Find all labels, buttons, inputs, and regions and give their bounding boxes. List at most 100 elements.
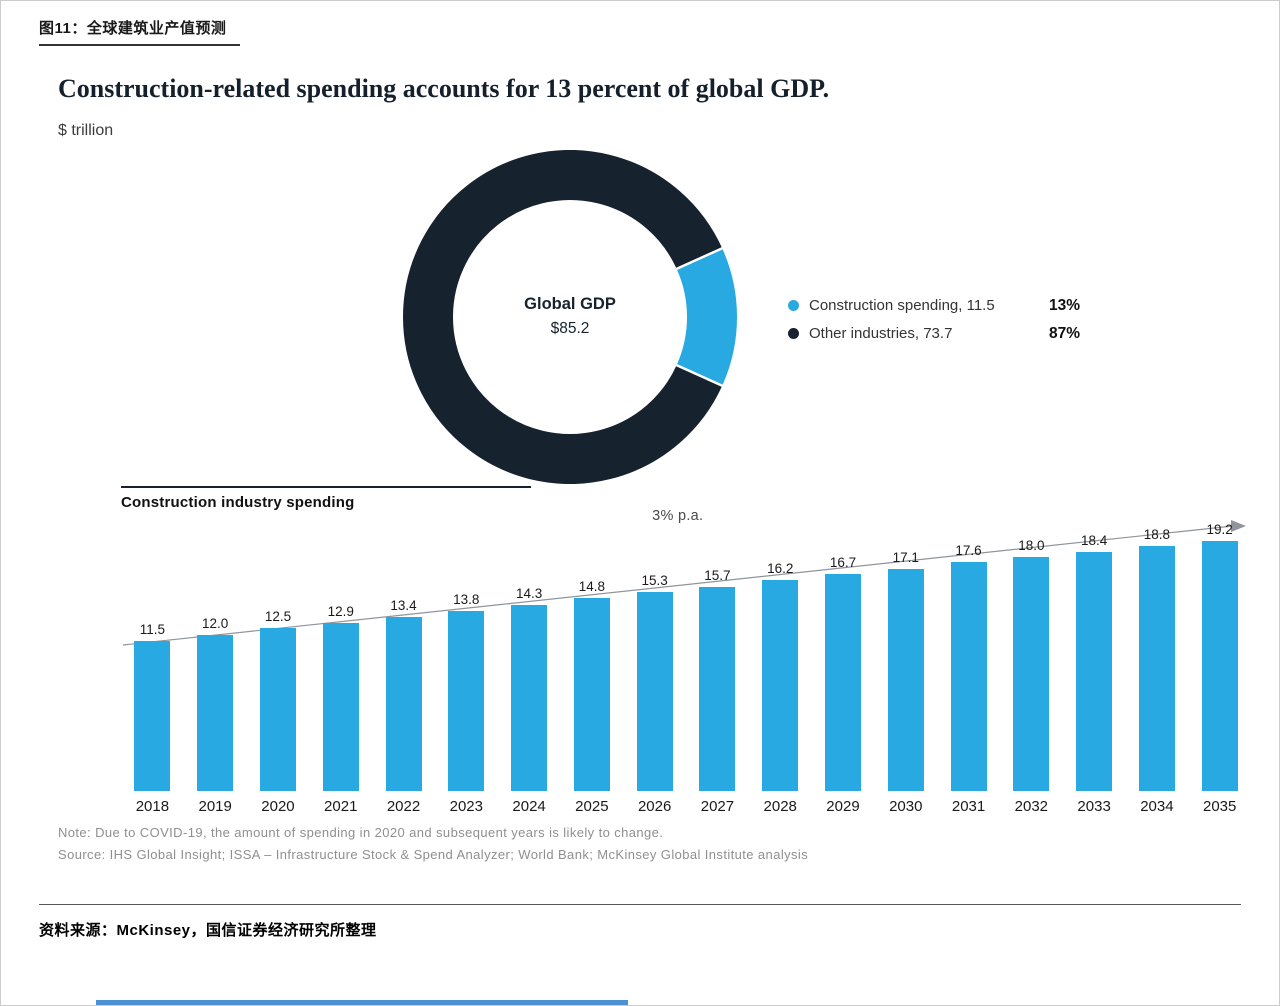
year-label: 2022: [386, 797, 421, 815]
legend-label: Other industries, 73.7: [809, 325, 953, 343]
donut-legend: Construction spending, 11.5 13% Other in…: [788, 297, 1080, 353]
bar: [197, 634, 234, 791]
year-label: 2024: [512, 797, 546, 815]
footer-source: 资料来源：McKinsey，国信证券经济研究所整理: [39, 921, 377, 939]
donut-chart: Global GDP $85.2: [403, 149, 737, 484]
bar-column: 12.0: [184, 616, 247, 791]
donut-segment-construction: [676, 248, 737, 386]
bar-value-label: 12.9: [327, 604, 354, 620]
bar-value-label: 13.8: [453, 592, 480, 608]
donut-area: Global GDP $85.2 Construction spending, …: [58, 149, 1249, 486]
year-label: 2033: [1077, 797, 1111, 815]
bar-column: 14.8: [560, 579, 623, 791]
trend-line: [122, 525, 1234, 646]
bar: [1138, 546, 1175, 791]
bar: [824, 573, 861, 791]
legend-item-construction: Construction spending, 11.5 13%: [788, 297, 1080, 315]
notes: Note: Due to COVID-19, the amount of spe…: [58, 825, 1249, 862]
bar-value-label: 18.4: [1080, 532, 1108, 548]
bar-value-label: 14.8: [578, 579, 605, 595]
donut-svg: [403, 149, 737, 484]
legend-dot-construction-icon: [788, 300, 799, 312]
bar-value-label: 15.7: [704, 567, 731, 583]
bar-column: 18.8: [1126, 527, 1189, 791]
year-label: 2034: [1140, 797, 1174, 815]
bar: [1201, 541, 1238, 791]
legend-percent: 13%: [1049, 296, 1081, 314]
year-label: 2026: [637, 797, 672, 815]
bar-column: 18.4: [1063, 533, 1126, 791]
year-label: 2032: [1014, 797, 1049, 815]
donut-segment-other: [403, 149, 723, 484]
bar-value-label: 11.5: [139, 622, 166, 638]
year-label: 2019: [198, 797, 232, 815]
bar-column: 18.0: [1000, 538, 1063, 791]
year-label: 2028: [763, 797, 797, 815]
bottom-accent-bar: [96, 1000, 628, 1005]
legend-label: Construction spending, 11.5: [809, 297, 995, 315]
bar: [134, 641, 171, 791]
bar-column: 19.2: [1188, 522, 1251, 791]
year-label: 2035: [1202, 797, 1237, 815]
year-label: 2027: [700, 797, 735, 815]
bar-value-label: 18.0: [1018, 537, 1045, 553]
bar-value-label: 13.4: [390, 597, 417, 613]
figure-label: 图11：全球建筑业产值预测: [39, 17, 241, 46]
bar: [511, 604, 548, 791]
bar-value-label: 15.3: [641, 572, 668, 588]
bar-value-label: 16.2: [767, 561, 794, 577]
year-label: 2020: [261, 797, 295, 815]
trend-line-svg: [122, 519, 1246, 646]
bar: [259, 628, 296, 791]
years-row: 2018 2019 2020 2021 2022 2023 2024 2025 2026 2027…: [121, 798, 1251, 815]
donut-separator: [675, 363, 724, 388]
year-label: 2025: [575, 797, 609, 815]
bar-value-label: 14.3: [515, 585, 543, 601]
figure-header: 图11：全球建筑业产值预测: [1, 1, 1279, 46]
bar-column: 11.5: [121, 622, 184, 791]
year-label: 2021: [324, 797, 358, 815]
bar: [1076, 551, 1113, 791]
chart-area: Construction-related spending accounts f…: [58, 46, 1249, 862]
legend-dot-other-icon: [788, 328, 799, 340]
bar-value-label: 17.1: [892, 549, 919, 565]
legend-percent: 87%: [1049, 324, 1081, 342]
bar-column: 13.8: [435, 592, 498, 791]
bar-value-label: 17.6: [955, 543, 982, 558]
year-label: 2023: [449, 797, 483, 815]
year-label: 2018: [135, 797, 170, 815]
bar-column: 13.4: [372, 598, 435, 791]
bars-row: 11.5 12.0 12.5 12.9 13.4 13.8 14.3 14.8 15.3 15.7…: [121, 519, 1251, 791]
bar-column: 15.7: [686, 568, 749, 791]
bar-value-label: 12.5: [264, 609, 292, 625]
note-text: Note: Due to COVID-19, the amount of spe…: [58, 824, 664, 840]
bar-value-label: 16.7: [829, 554, 857, 570]
bar-value-label: 19.2: [1206, 522, 1233, 538]
footer: 资料来源：McKinsey，国信证券经济研究所整理: [39, 903, 1241, 940]
chart-title: Construction-related spending accounts f…: [58, 74, 830, 103]
legend-item-other-industries: Other industries, 73.7 87%: [788, 325, 1080, 343]
bar-column: 12.9: [309, 604, 372, 791]
bar: [448, 611, 485, 791]
bar-column: 17.6: [937, 543, 1000, 791]
trend-arrow-icon: [1231, 519, 1246, 532]
bar-column: 12.5: [247, 609, 310, 791]
bar: [322, 623, 359, 791]
bar: [762, 580, 799, 791]
bar: [385, 616, 422, 791]
bar-column: 14.3: [498, 586, 561, 791]
bar: [950, 562, 987, 791]
bar: [699, 586, 736, 791]
year-label: 2030: [889, 797, 923, 815]
bar-plot: 3% p.a. 11.5 12.0 12.5 12.9 13.4 13.8 14.3 14.8…: [121, 508, 1251, 815]
bar: [636, 591, 673, 791]
bar: [573, 598, 610, 791]
bar: [1013, 556, 1050, 791]
bar-value-label: 12.0: [202, 615, 229, 631]
donut-separator: [675, 246, 724, 271]
bar-value-label: 18.8: [1143, 527, 1171, 543]
bar-column: 16.7: [812, 555, 875, 791]
bar-chart-title: Construction industry spending: [121, 485, 531, 511]
year-label: 2029: [826, 797, 860, 815]
